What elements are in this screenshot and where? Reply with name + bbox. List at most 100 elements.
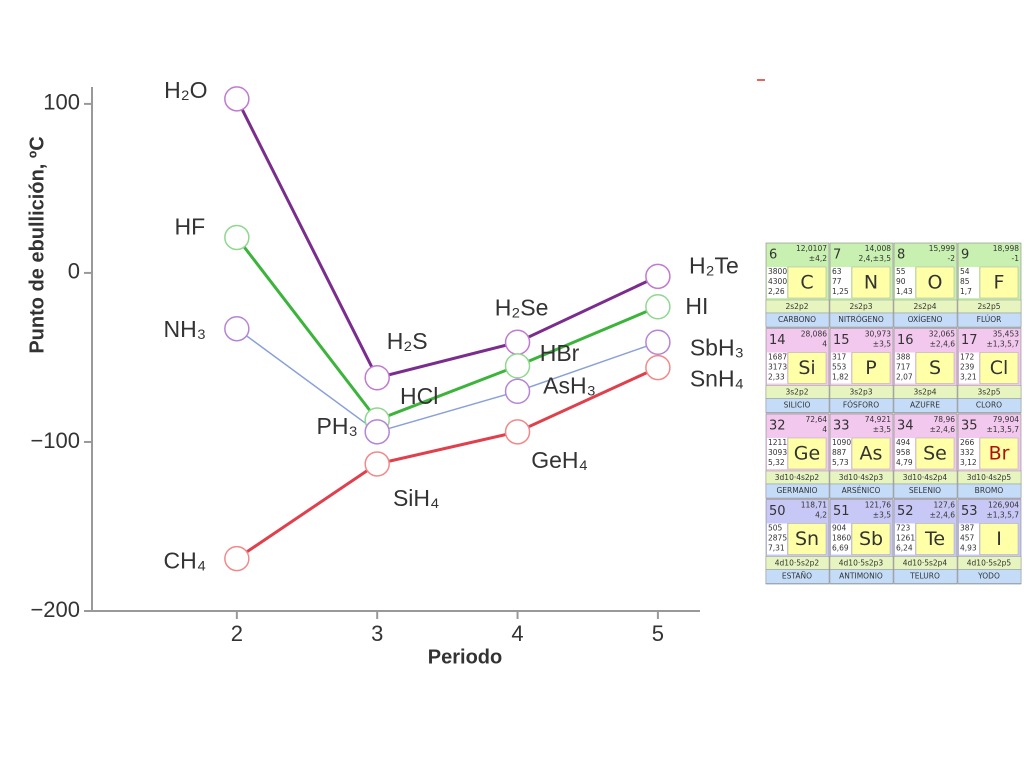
point-label: HF <box>175 214 206 240</box>
element-property: 172 <box>960 353 975 362</box>
element-property: 266 <box>960 438 975 447</box>
series-line <box>235 236 659 422</box>
oxidation-states: ±3,5 <box>873 340 891 349</box>
point-label: HI <box>685 293 708 319</box>
electron-config: 4d10·5s2p5 <box>967 559 1012 568</box>
symbol-box <box>979 266 1019 299</box>
electron-config: 3d10·4s2p5 <box>967 473 1012 482</box>
element-name: ANTIMONIO <box>839 572 883 581</box>
props-box <box>895 352 915 384</box>
element-name: SILICIO <box>784 401 811 410</box>
point-marker <box>645 354 671 381</box>
point-label: AsH₃ <box>543 372 596 398</box>
point-label: GeH₄ <box>531 447 588 473</box>
element-property: 553 <box>832 363 847 372</box>
symbol-box <box>915 352 955 384</box>
element-property: 717 <box>896 363 911 372</box>
point-label: HBr <box>540 340 580 366</box>
electron-config: 3s2p5 <box>978 388 1001 397</box>
y-tick-label: −200 <box>30 597 80 622</box>
name-bar <box>893 398 958 413</box>
oxidation-states: -1 <box>1012 254 1020 263</box>
atomic-mass: 12,0107 <box>796 244 827 253</box>
element-property: 85 <box>960 277 970 286</box>
props-box <box>767 267 787 298</box>
element-property: 387 <box>960 524 975 533</box>
point-label: H₂S <box>387 328 428 354</box>
atomic-mass: 18,998 <box>993 244 1019 253</box>
electron-config: 3d10·4s2p4 <box>903 473 948 482</box>
element-property: 2,26 <box>768 287 785 296</box>
atomic-number: 17 <box>961 333 978 348</box>
name-bar <box>957 483 1022 499</box>
element-property: 5,73 <box>832 458 849 467</box>
symbol-box <box>915 523 955 555</box>
x-tick-label: 4 <box>511 621 523 646</box>
element-symbol: Te <box>924 528 945 550</box>
element-name: ESTAÑO <box>782 572 812 581</box>
symbol-box <box>851 437 891 470</box>
point-marker <box>504 329 531 355</box>
x-tick-label: 3 <box>371 621 383 646</box>
element-name: AZUFRE <box>910 401 940 410</box>
element-property: 723 <box>896 524 911 533</box>
element-property: 1,25 <box>832 287 849 296</box>
element-property: 887 <box>832 448 847 457</box>
atomic-number: 15 <box>833 333 850 348</box>
element-property: 239 <box>960 363 975 372</box>
atomic-number: 33 <box>833 419 850 434</box>
props-box <box>767 352 787 384</box>
oxidation-states: ±3,5 <box>873 425 891 434</box>
element-symbol: C <box>800 272 813 294</box>
element-property: 1687 <box>768 353 787 362</box>
y-axis-title: Punto de ebullición, ºC <box>26 136 48 353</box>
oxidation-states: ±2,4,6 <box>930 425 956 434</box>
name-bar <box>765 312 830 328</box>
electron-config: 3d10·4s2p2 <box>775 473 820 482</box>
props-box <box>895 438 915 469</box>
element-property: 1261 <box>896 534 915 543</box>
element-property: 4300 <box>768 277 787 286</box>
atomic-mass: 15,999 <box>929 244 955 253</box>
oxidation-states: 4,2 <box>815 511 827 520</box>
element-property: 904 <box>832 524 847 533</box>
point-marker <box>645 329 671 355</box>
element-symbol: Ge <box>794 443 820 465</box>
element-symbol: Sb <box>859 528 883 550</box>
atomic-number: 9 <box>961 248 969 263</box>
atomic-number: 50 <box>769 504 786 519</box>
name-bar <box>765 483 830 499</box>
element-symbol: Si <box>798 357 815 379</box>
atomic-number: 53 <box>961 504 978 519</box>
element-property: 3093 <box>768 448 787 457</box>
atomic-number: 14 <box>769 333 786 348</box>
electron-config: 2s2p3 <box>850 302 873 311</box>
symbol-box <box>915 266 955 299</box>
point-marker <box>224 315 250 342</box>
element-name: CLORO <box>976 401 1002 410</box>
electron-config: 4d10·5s2p4 <box>903 559 948 568</box>
oxidation-states: ±1,3,5,7 <box>986 425 1019 434</box>
atomic-number: 6 <box>769 248 777 263</box>
series-line <box>236 366 659 560</box>
name-bar <box>829 398 894 413</box>
name-bar <box>957 312 1022 328</box>
atomic-mass: 79,904 <box>993 415 1019 424</box>
name-bar <box>893 312 958 328</box>
element-property: 3173 <box>768 363 787 372</box>
element-property: 2,07 <box>896 373 913 382</box>
atomic-mass: 78,96 <box>934 415 956 424</box>
element-property: 6,24 <box>896 544 913 553</box>
element-property: 457 <box>960 534 975 543</box>
point-marker <box>645 263 671 290</box>
oxidation-states: ±4,2 <box>809 254 827 263</box>
atomic-number: 8 <box>897 248 905 263</box>
y-tick-label: −100 <box>30 428 80 453</box>
point-label: NH₃ <box>164 316 207 342</box>
oxidation-states: ±1,3,5,7 <box>986 511 1019 520</box>
symbol-box <box>787 266 827 299</box>
element-name: SELENIO <box>909 486 941 495</box>
name-bar <box>893 569 958 584</box>
oxidation-states: ±2,4,6 <box>930 511 956 520</box>
oxidation-states: 4 <box>822 425 827 434</box>
